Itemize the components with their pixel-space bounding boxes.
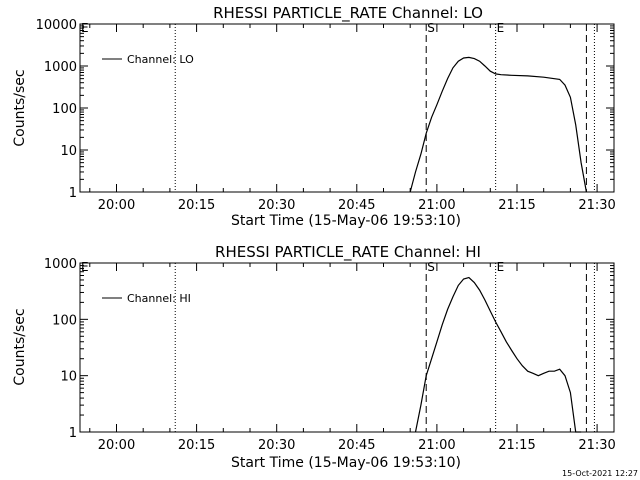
panel-lo-plot: 20:00 20:15 20:30 20:45 21:00 21:15 21:30 1 10 10… <box>36 18 616 213</box>
x-tick-label: 21:15 <box>498 198 535 213</box>
marker-label: S <box>427 21 435 35</box>
panel-lo: RHESSI PARTICLE_RATE Channel: LO Counts/… <box>12 4 483 229</box>
x-tick-label: 21:00 <box>418 438 455 453</box>
panel-hi: RHESSI PARTICLE_RATE Channel: HI Counts/… <box>12 243 481 471</box>
panel-hi-frame <box>79 262 615 433</box>
x-tick-label: 21:30 <box>578 438 615 453</box>
x-tick-label: 21:15 <box>498 438 535 453</box>
y-tick-label: 10000 <box>36 18 77 33</box>
panel-lo-frame <box>79 23 615 193</box>
y-tick-label: 1000 <box>44 257 77 272</box>
y-tick-label: 100 <box>52 313 77 328</box>
y-tick-label: 1 <box>69 426 77 441</box>
series-line-hi <box>414 276 582 433</box>
x-tick-label: 20:30 <box>258 198 295 213</box>
panel-hi-plot: 20:00 20:15 20:30 20:45 21:00 21:15 21:30 1 10 10… <box>44 257 616 453</box>
y-tick-label: 10 <box>60 144 77 159</box>
x-tick-label: 20:45 <box>338 198 375 213</box>
panel-lo-title: RHESSI PARTICLE_RATE Channel: LO <box>213 4 483 23</box>
x-tick-label: 20:00 <box>98 198 135 213</box>
y-tick-label: 100 <box>52 102 77 117</box>
marker-label: E <box>497 260 505 274</box>
x-tick-label: 20:45 <box>338 438 375 453</box>
panel-lo-xlabel: Start Time (15-May-06 19:53:10) <box>231 213 461 229</box>
marker-label: E <box>81 260 89 274</box>
x-tick-label: 20:15 <box>178 198 215 213</box>
x-tick-label: 20:30 <box>258 438 295 453</box>
y-tick-label: 1 <box>69 186 77 201</box>
marker-label: S <box>427 260 435 274</box>
x-tick-label: 21:00 <box>418 198 455 213</box>
series-line-lo <box>409 56 587 193</box>
generation-timestamp: 15-Oct-2021 12:27 <box>562 469 638 478</box>
panel-hi-ylabel: Counts/sec <box>12 308 28 385</box>
panel-lo-ylabel: Counts/sec <box>12 69 28 146</box>
x-tick-label: 21:30 <box>578 198 615 213</box>
panel-hi-xlabel: Start Time (15-May-06 19:53:10) <box>231 455 461 471</box>
y-tick-label: 10 <box>60 370 77 385</box>
panel-hi-title: RHESSI PARTICLE_RATE Channel: HI <box>215 243 481 262</box>
y-tick-label: 1000 <box>44 60 77 75</box>
marker-label: E <box>497 21 505 35</box>
x-tick-label: 20:00 <box>98 438 135 453</box>
marker-label: E <box>81 21 89 35</box>
x-tick-label: 20:15 <box>178 438 215 453</box>
legend-label: Channel: HI <box>127 292 191 305</box>
legend-label: Channel: LO <box>127 53 194 66</box>
